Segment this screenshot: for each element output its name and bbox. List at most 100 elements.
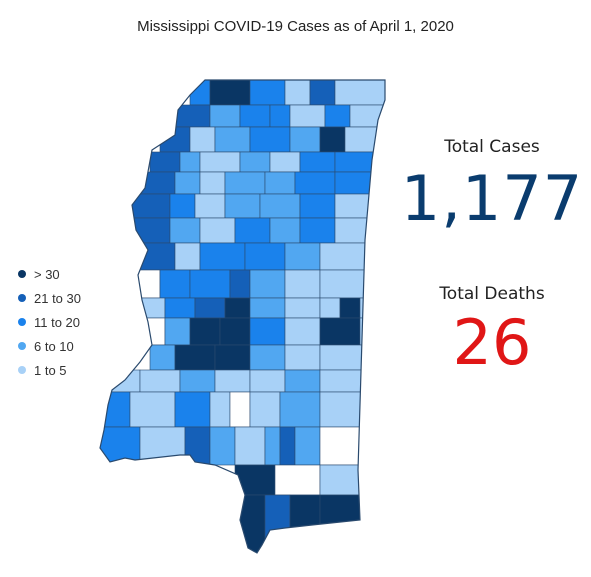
county xyxy=(184,426,211,466)
county xyxy=(319,426,385,466)
county xyxy=(319,126,346,153)
county xyxy=(209,80,251,106)
county xyxy=(100,391,131,428)
county xyxy=(269,217,301,244)
county xyxy=(279,426,296,466)
county xyxy=(199,171,226,195)
county xyxy=(174,344,216,371)
map-title: Mississippi COVID-19 Cases as of April 1… xyxy=(137,18,454,35)
county xyxy=(249,369,286,393)
county xyxy=(229,269,251,299)
county xyxy=(324,104,351,128)
county xyxy=(284,317,321,346)
county xyxy=(299,151,336,173)
county xyxy=(199,151,241,173)
legend-item: 6 to 10 xyxy=(18,334,81,358)
county xyxy=(214,126,251,153)
county xyxy=(159,269,191,299)
legend-dot-icon xyxy=(18,366,26,374)
county xyxy=(289,104,326,128)
county xyxy=(319,317,361,346)
legend-dot-icon xyxy=(18,270,26,278)
county xyxy=(334,217,385,244)
county xyxy=(139,317,166,346)
legend-item: > 30 xyxy=(18,262,81,286)
county xyxy=(234,426,266,466)
county xyxy=(229,391,251,428)
county xyxy=(149,344,176,371)
county xyxy=(264,171,296,195)
legend-label: 1 to 5 xyxy=(34,362,67,378)
legend-item: 1 to 5 xyxy=(18,358,81,382)
county xyxy=(309,80,336,106)
legend-item: 21 to 30 xyxy=(18,286,81,310)
county xyxy=(209,391,231,428)
county xyxy=(174,242,201,271)
county xyxy=(264,426,281,466)
county xyxy=(319,464,385,496)
total-deaths-value: 26 xyxy=(452,306,532,379)
county xyxy=(274,464,321,496)
legend: > 30 21 to 30 11 to 20 6 to 10 1 to 5 xyxy=(18,262,81,382)
county xyxy=(284,369,321,393)
legend-item: 11 to 20 xyxy=(18,310,81,334)
county xyxy=(194,193,226,219)
county xyxy=(334,171,385,195)
county xyxy=(169,217,201,244)
county xyxy=(209,104,241,128)
county xyxy=(299,193,336,219)
county xyxy=(264,494,291,553)
county xyxy=(334,151,385,173)
county xyxy=(279,391,321,428)
county xyxy=(239,104,271,128)
county xyxy=(344,126,385,153)
county xyxy=(249,391,281,428)
county xyxy=(214,344,251,371)
county xyxy=(319,242,385,271)
county xyxy=(294,426,321,466)
county xyxy=(239,151,271,173)
county xyxy=(234,217,271,244)
county xyxy=(224,171,266,195)
county xyxy=(189,126,216,153)
county xyxy=(359,297,385,319)
county xyxy=(319,494,385,553)
county xyxy=(139,369,181,393)
county xyxy=(284,80,311,106)
county xyxy=(289,126,321,153)
county xyxy=(284,269,321,299)
county xyxy=(249,344,286,371)
legend-dot-icon xyxy=(18,318,26,326)
county xyxy=(174,171,201,195)
county xyxy=(259,193,301,219)
total-deaths-label: Total Deaths xyxy=(439,284,545,304)
county xyxy=(319,297,341,319)
county xyxy=(189,269,231,299)
county xyxy=(129,391,176,428)
county xyxy=(319,391,385,428)
county xyxy=(199,217,236,244)
county xyxy=(249,317,286,346)
county xyxy=(234,494,266,553)
county xyxy=(284,242,321,271)
county xyxy=(334,80,385,106)
county xyxy=(164,297,196,319)
county xyxy=(244,242,286,271)
county xyxy=(149,151,181,173)
county xyxy=(169,193,196,219)
county xyxy=(234,464,276,496)
county xyxy=(174,391,211,428)
legend-label: 6 to 10 xyxy=(34,338,74,354)
county xyxy=(179,151,201,173)
legend-label: > 30 xyxy=(34,266,60,282)
county xyxy=(139,171,176,195)
county xyxy=(164,317,191,346)
county xyxy=(224,193,261,219)
county xyxy=(249,126,291,153)
county xyxy=(249,269,286,299)
legend-dot-icon xyxy=(18,294,26,302)
county xyxy=(129,269,161,299)
county xyxy=(299,217,336,244)
county xyxy=(214,369,251,393)
